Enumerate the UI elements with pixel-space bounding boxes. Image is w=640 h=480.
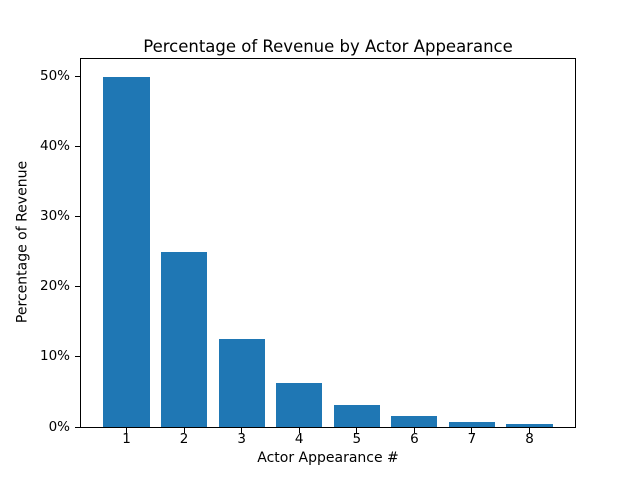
bar-appearance-7 <box>448 421 495 427</box>
y-tick-label: 40% <box>39 138 70 155</box>
x-tick-label: 1 <box>122 431 131 447</box>
x-tick-mark <box>125 428 127 433</box>
y-tick-label: 10% <box>39 348 70 365</box>
x-tick-mark <box>356 428 358 433</box>
y-axis-label: Percentage of Revenue <box>14 160 31 324</box>
y-tick-label: 0% <box>48 418 70 435</box>
bar-appearance-6 <box>391 416 438 427</box>
x-tick-mark <box>298 428 300 433</box>
x-tick-label: 3 <box>237 431 246 447</box>
x-tick-label: 6 <box>410 431 419 447</box>
y-tick-label: 50% <box>39 68 70 85</box>
x-tick-mark <box>413 428 415 433</box>
y-tick-mark <box>75 356 80 358</box>
bar-appearance-1 <box>103 76 150 427</box>
y-tick-mark <box>75 216 80 218</box>
chart-title: Percentage of Revenue by Actor Appearanc… <box>143 37 513 56</box>
x-tick-label: 8 <box>525 431 534 447</box>
plot-area <box>80 58 576 428</box>
bar-appearance-3 <box>218 339 265 427</box>
x-tick-label: 4 <box>294 431 304 447</box>
y-tick-label: 20% <box>39 278 70 295</box>
y-tick-label: 30% <box>39 208 70 225</box>
bar-appearance-5 <box>333 405 380 427</box>
bar-appearance-4 <box>276 383 323 427</box>
y-tick-mark <box>75 426 80 428</box>
bar-appearance-2 <box>161 251 208 427</box>
x-tick-mark <box>183 428 185 433</box>
x-tick-label: 5 <box>352 431 362 447</box>
x-tick-mark <box>241 428 243 433</box>
x-tick-label: 2 <box>179 431 189 447</box>
y-tick-mark <box>75 286 80 288</box>
x-tick-mark <box>529 428 530 433</box>
x-tick-mark <box>471 428 473 433</box>
bar-appearance-8 <box>506 424 553 427</box>
y-tick-mark <box>75 76 80 78</box>
x-axis-label: Actor Appearance # <box>257 450 399 466</box>
y-tick-mark <box>75 146 80 148</box>
x-tick-label: 7 <box>467 431 477 447</box>
